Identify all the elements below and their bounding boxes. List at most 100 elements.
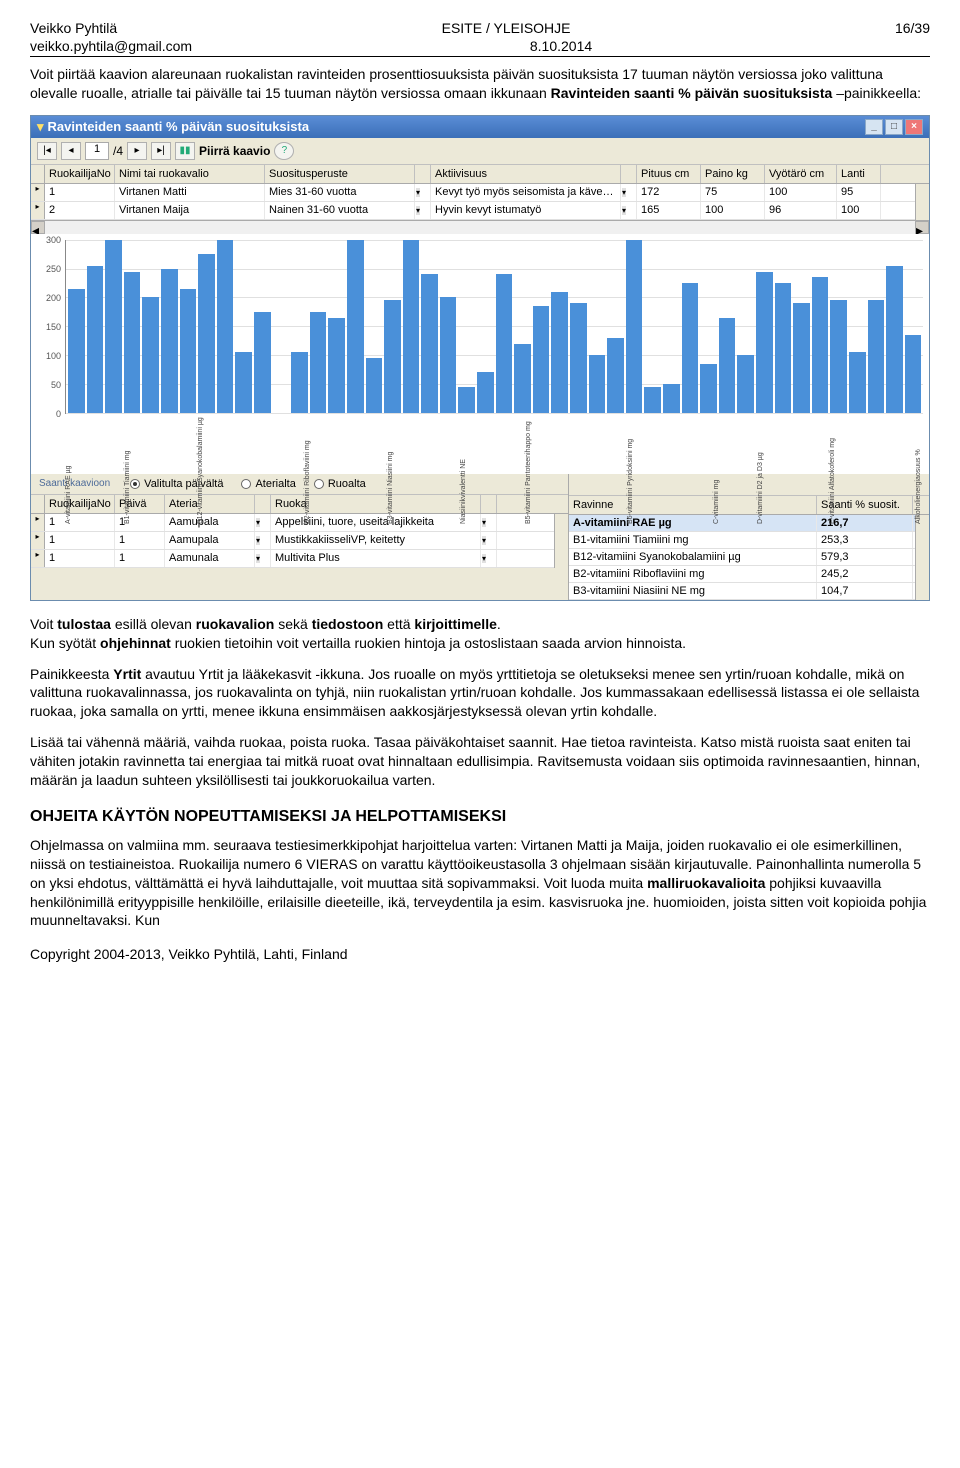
dropdown-arrow-icon[interactable]: ▾ — [416, 188, 420, 197]
chart-bar — [644, 387, 661, 413]
dropdown-arrow-icon[interactable]: ▾ — [482, 518, 486, 527]
lower-right-scrollbar-y[interactable] — [915, 515, 929, 600]
radio-group-label: Saanti kaavioon — [39, 478, 110, 490]
radio-icon[interactable] — [241, 479, 251, 489]
column-header[interactable]: Ravinne — [569, 496, 817, 514]
nav-prev-button[interactable]: ◂ — [61, 142, 81, 160]
dropdown-arrow-icon[interactable]: ▾ — [622, 188, 626, 197]
chart-bar — [775, 283, 792, 413]
cell: 95 — [837, 184, 881, 201]
radio-option[interactable]: Ruoalta — [314, 478, 366, 490]
radio-option[interactable]: Aterialta — [241, 478, 295, 490]
toolbar: |◂ ◂ 1 /4 ▸ ▸| ▮▮ Piirrä kaavio ? — [31, 138, 929, 165]
table-row[interactable]: ▸2Virtanen MaijaNainen 31-60 vuotta▾Hyvi… — [31, 202, 915, 220]
cell: MustikkakiisseliVP, keitetty — [271, 532, 481, 549]
author-name: Veikko Pyhtilä — [30, 20, 117, 36]
nav-next-button[interactable]: ▸ — [127, 142, 147, 160]
radio-option[interactable]: Valitulta päivältä — [130, 478, 223, 490]
cell: 2 — [45, 202, 115, 219]
radio-label: Valitulta päivältä — [144, 478, 223, 490]
cell: B1-vitamiini Tiamiini mg — [569, 532, 817, 548]
page-total: /4 — [113, 144, 123, 158]
cell: 104,7 — [817, 583, 913, 599]
table-row[interactable]: B3-vitamiini Niasiini NE mg104,7 — [569, 583, 915, 600]
cell: 1 — [115, 532, 165, 549]
minimize-button[interactable]: _ — [865, 119, 883, 135]
cell: ▾ — [255, 550, 271, 567]
cell: 1 — [45, 550, 115, 567]
x-label: Alkoholienergiaosuus % — [915, 449, 922, 524]
x-label: A-vitamiini RAE µg — [65, 465, 72, 524]
x-label: B2-vitamiini Riboflaviini mg — [304, 440, 311, 524]
top-scrollbar-y[interactable] — [915, 184, 929, 220]
table-row[interactable]: B1-vitamiini Tiamiini mg253,3 — [569, 532, 915, 549]
column-header[interactable]: Päivä — [115, 495, 165, 513]
chart-bar — [421, 274, 438, 412]
column-header[interactable]: Aktiivisuus — [431, 165, 621, 183]
column-header[interactable]: RuokailijaNo — [45, 495, 115, 513]
chart-bar — [514, 344, 531, 413]
column-header[interactable]: Suositusperuste — [265, 165, 415, 183]
window-titlebar: ▾Ravinteiden saanti % päivän suosituksis… — [31, 116, 929, 138]
cell: 75 — [701, 184, 765, 201]
column-header[interactable]: Vyötärö cm — [765, 165, 837, 183]
lower-right-grid-body: A-vitamiini RAE µg216,7B1-vitamiini Tiam… — [569, 515, 915, 600]
column-header[interactable]: Ateria — [165, 495, 255, 513]
page-input[interactable]: 1 — [85, 142, 109, 160]
lower-left-scrollbar-y[interactable] — [554, 514, 568, 568]
table-row[interactable]: ▸11Aamunala▾Multivita Plus▾ — [31, 550, 554, 568]
doc-date: 8.10.2014 — [530, 38, 592, 54]
column-header[interactable]: RuokailijaNo — [45, 165, 115, 183]
nav-first-button[interactable]: |◂ — [37, 142, 57, 160]
cell: ▾ — [255, 514, 271, 531]
dropdown-arrow-icon[interactable]: ▾ — [482, 536, 486, 545]
draw-chart-label: Piirrä kaavio — [199, 144, 270, 158]
radio-icon[interactable] — [130, 479, 140, 489]
dropdown-arrow-icon[interactable]: ▾ — [256, 536, 260, 545]
table-row[interactable]: A-vitamiini RAE µg216,7 — [569, 515, 915, 532]
table-row[interactable]: ▸11Aamupala▾Appelsiini, tuore, useita la… — [31, 514, 554, 532]
column-header[interactable]: Ruoka — [271, 495, 481, 513]
chart-bar — [254, 312, 271, 413]
table-row[interactable]: B2-vitamiini Riboflaviini mg245,2 — [569, 566, 915, 583]
column-header[interactable]: Lanti — [837, 165, 881, 183]
draw-chart-icon[interactable]: ▮▮ — [175, 142, 195, 160]
cell: 579,3 — [817, 549, 913, 565]
column-header[interactable] — [415, 165, 431, 183]
chart-bar — [235, 352, 252, 413]
chart-bar — [87, 266, 104, 413]
table-row[interactable]: ▸11Aamupala▾MustikkakiisseliVP, keitetty… — [31, 532, 554, 550]
chart-bar — [366, 358, 383, 413]
table-row[interactable]: B12-vitamiini Syanokobalamiini µg579,3 — [569, 549, 915, 566]
chart-bar — [180, 289, 197, 413]
dropdown-arrow-icon[interactable]: ▾ — [416, 206, 420, 215]
help-button[interactable]: ? — [274, 142, 294, 160]
cell: 100 — [765, 184, 837, 201]
dropdown-arrow-icon[interactable]: ▾ — [256, 554, 260, 563]
dropdown-arrow-icon[interactable]: ▾ — [622, 206, 626, 215]
y-tick: 250 — [46, 264, 61, 274]
chart-bar — [756, 272, 773, 413]
column-header[interactable] — [621, 165, 637, 183]
cell: 100 — [701, 202, 765, 219]
maximize-button[interactable]: □ — [885, 119, 903, 135]
chart-bar — [198, 254, 215, 413]
radio-label: Ruoalta — [328, 478, 366, 490]
y-tick: 200 — [46, 293, 61, 303]
table-row[interactable]: ▸1Virtanen MattiMies 31-60 vuotta▾Kevyt … — [31, 184, 915, 202]
dropdown-arrow-icon[interactable]: ▾ — [256, 518, 260, 527]
close-button[interactable]: × — [905, 119, 923, 135]
dropdown-arrow-icon[interactable]: ▾ — [482, 554, 486, 563]
column-header[interactable]: Paino kg — [701, 165, 765, 183]
column-header[interactable]: Pituus cm — [637, 165, 701, 183]
column-header[interactable] — [481, 495, 497, 513]
column-header[interactable]: Nimi tai ruokavalio — [115, 165, 265, 183]
window-title: Ravinteiden saanti % päivän suosituksist… — [48, 119, 310, 134]
chart-bar — [291, 352, 308, 413]
nav-last-button[interactable]: ▸| — [151, 142, 171, 160]
column-header[interactable] — [255, 495, 271, 513]
chart-bar — [886, 266, 903, 413]
top-scrollbar-x[interactable]: ◂▸ — [31, 220, 929, 234]
chart-bar — [161, 269, 178, 413]
radio-icon[interactable] — [314, 479, 324, 489]
